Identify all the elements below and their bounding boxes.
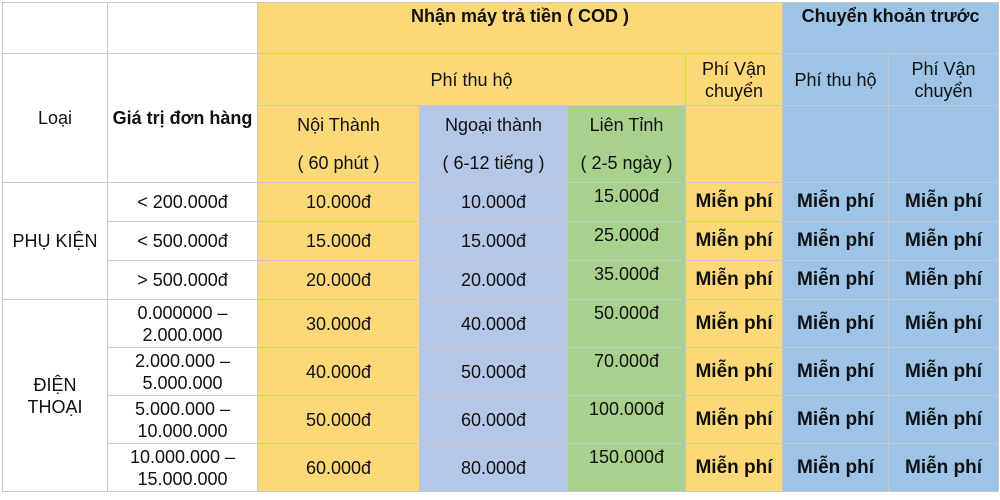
suburban-time: ( 6-12 tiếng ) bbox=[442, 153, 545, 173]
order-value-cell: 2.000.000 – 5.000.000 bbox=[107, 347, 258, 396]
transfer-collection-cell: Miễn phí bbox=[782, 299, 890, 348]
order-value-cell: < 200.000đ bbox=[107, 182, 258, 222]
transfer-collection-cell: Miễn phí bbox=[782, 221, 890, 261]
order-value-cell: < 500.000đ bbox=[107, 221, 258, 261]
suburban-fee-cell: 10.000đ bbox=[419, 182, 568, 222]
cod-shipping-cell: Miễn phí bbox=[684, 182, 784, 222]
cod-shipping-cell: Miễn phí bbox=[684, 299, 784, 348]
suburban-fee-cell: 80.000đ bbox=[419, 443, 568, 492]
suburban-header: Ngoại thành ( 6-12 tiếng ) bbox=[419, 105, 568, 183]
order-value-cell: 5.000.000 – 10.000.000 bbox=[107, 395, 258, 444]
table-row: 2.000.000 – 5.000.000 40.000đ 50.000đ 70… bbox=[3, 347, 1000, 396]
collection-fee-header: Phí thu hộ bbox=[257, 53, 686, 106]
transfer-shipping-cell: Miễn phí bbox=[888, 221, 1000, 261]
inner-fee-cell: 50.000đ bbox=[257, 395, 420, 444]
suburban-fee-cell: 40.000đ bbox=[419, 299, 568, 348]
interprovince-fee-cell: 35.000đ bbox=[567, 260, 686, 300]
interprovince-header: Liên Tỉnh ( 2-5 ngày ) bbox=[567, 105, 686, 183]
transfer-shipping-fee-header: Phí Vận chuyển bbox=[888, 53, 1000, 106]
shipping-fee-empty bbox=[684, 105, 784, 183]
order-value-cell: 10.000.000 – 15.000.000 bbox=[107, 443, 258, 492]
order-value-cell: > 500.000đ bbox=[107, 260, 258, 300]
transfer-collection-cell: Miễn phí bbox=[782, 395, 890, 444]
suburban-fee-cell: 60.000đ bbox=[419, 395, 568, 444]
shipping-fee-header: Phí Vận chuyển bbox=[684, 53, 784, 106]
interprovince-label: Liên Tỉnh bbox=[589, 115, 664, 135]
cod-shipping-cell: Miễn phí bbox=[684, 443, 784, 492]
cod-shipping-cell: Miễn phí bbox=[684, 221, 784, 261]
transfer-shipping-cell: Miễn phí bbox=[888, 395, 1000, 444]
inner-fee-cell: 60.000đ bbox=[257, 443, 420, 492]
suburban-fee-cell: 50.000đ bbox=[419, 347, 568, 396]
inner-city-label: Nội Thành bbox=[297, 115, 380, 135]
type-header: Loại bbox=[2, 53, 108, 183]
inner-city-header: Nội Thành ( 60 phút ) bbox=[257, 105, 420, 183]
corner-cell-value bbox=[107, 2, 258, 54]
transfer-collection-cell: Miễn phí bbox=[782, 347, 890, 396]
cod-shipping-cell: Miễn phí bbox=[684, 395, 784, 444]
transfer-shipping-cell: Miễn phí bbox=[888, 443, 1000, 492]
transfer-shipping-cell: Miễn phí bbox=[888, 182, 1000, 222]
inner-fee-cell: 10.000đ bbox=[257, 182, 420, 222]
transfer-shipping-cell: Miễn phí bbox=[888, 299, 1000, 348]
transfer-collection-cell: Miễn phí bbox=[782, 443, 890, 492]
interprovince-fee-cell: 15.000đ bbox=[567, 182, 686, 222]
order-value-header: Giá trị đơn hàng bbox=[107, 53, 258, 183]
transfer-header: Chuyển khoản trước bbox=[782, 2, 1000, 54]
table-row: > 500.000đ 20.000đ 20.000đ 35.000đ Miễn … bbox=[3, 260, 1000, 300]
inner-fee-cell: 30.000đ bbox=[257, 299, 420, 348]
suburban-fee-cell: 20.000đ bbox=[419, 260, 568, 300]
transfer-collection-cell: Miễn phí bbox=[782, 260, 890, 300]
inner-city-time: ( 60 phút ) bbox=[297, 153, 380, 173]
table-row: PHỤ KIỆN < 200.000đ 10.000đ 10.000đ 15.0… bbox=[2, 182, 1000, 300]
table-row: 10.000.000 – 15.000.000 60.000đ 80.000đ … bbox=[3, 443, 1000, 492]
table-row: ĐIỆN THOẠI 0.000000 – 2.000.000 30.000đ … bbox=[2, 299, 1000, 492]
interprovince-fee-cell: 50.000đ bbox=[567, 299, 686, 348]
transfer-shipping-empty bbox=[888, 105, 1000, 183]
inner-fee-cell: 15.000đ bbox=[257, 221, 420, 261]
transfer-collection-empty bbox=[782, 105, 890, 183]
suburban-label: Ngoại thành bbox=[444, 115, 543, 135]
interprovince-fee-cell: 100.000đ bbox=[567, 395, 686, 444]
cod-shipping-cell: Miễn phí bbox=[684, 260, 784, 300]
table-row: < 500.000đ 15.000đ 15.000đ 25.000đ Miễn … bbox=[3, 221, 1000, 261]
transfer-collection-fee-header: Phí thu hộ bbox=[782, 53, 890, 106]
corner-cell-type bbox=[2, 2, 108, 54]
interprovince-fee-cell: 70.000đ bbox=[567, 347, 686, 396]
interprovince-time: ( 2-5 ngày ) bbox=[580, 153, 673, 173]
order-value-cell: 0.000000 – 2.000.000 bbox=[107, 299, 258, 348]
cod-header: Nhận máy trả tiền ( COD ) bbox=[256, 2, 784, 54]
transfer-shipping-cell: Miễn phí bbox=[888, 347, 1000, 396]
inner-fee-cell: 40.000đ bbox=[257, 347, 420, 396]
cod-shipping-cell: Miễn phí bbox=[684, 347, 784, 396]
transfer-shipping-cell: Miễn phí bbox=[888, 260, 1000, 300]
interprovince-fee-cell: 25.000đ bbox=[567, 221, 686, 261]
suburban-fee-cell: 15.000đ bbox=[419, 221, 568, 261]
inner-fee-cell: 20.000đ bbox=[257, 260, 420, 300]
category-phones: ĐIỆN THOẠI bbox=[2, 299, 108, 492]
shipping-fee-table: Nhận máy trả tiền ( COD ) Chuyển khoản t… bbox=[2, 2, 1000, 492]
transfer-collection-cell: Miễn phí bbox=[782, 182, 890, 222]
interprovince-fee-cell: 150.000đ bbox=[567, 443, 686, 492]
table-row: 5.000.000 – 10.000.000 50.000đ 60.000đ 1… bbox=[3, 395, 1000, 444]
category-accessories: PHỤ KIỆN bbox=[2, 182, 108, 300]
